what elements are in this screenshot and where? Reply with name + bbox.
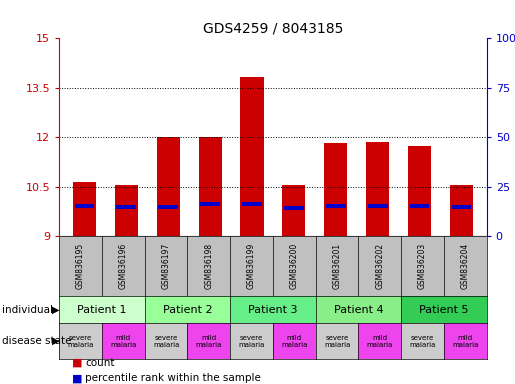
Bar bbox=[326, 204, 346, 208]
Bar bbox=[408, 146, 431, 236]
Text: GSM836198: GSM836198 bbox=[204, 243, 213, 289]
Text: Patient 4: Patient 4 bbox=[334, 305, 383, 314]
Text: GSM836196: GSM836196 bbox=[119, 243, 128, 289]
Bar bbox=[368, 204, 387, 208]
Bar bbox=[115, 185, 138, 236]
Bar bbox=[450, 185, 473, 236]
Text: mild
malaria: mild malaria bbox=[452, 335, 478, 348]
Bar bbox=[282, 185, 305, 236]
Text: GSM836202: GSM836202 bbox=[375, 243, 384, 289]
Text: mild
malaria: mild malaria bbox=[196, 335, 222, 348]
Bar bbox=[284, 206, 304, 210]
Text: severe
malaria: severe malaria bbox=[67, 335, 94, 348]
Title: GDS4259 / 8043185: GDS4259 / 8043185 bbox=[203, 22, 343, 36]
Bar bbox=[366, 142, 389, 236]
Text: Patient 5: Patient 5 bbox=[419, 305, 469, 314]
Text: GSM836199: GSM836199 bbox=[247, 243, 256, 289]
Bar bbox=[159, 205, 178, 209]
Bar bbox=[452, 205, 471, 209]
Text: GSM836200: GSM836200 bbox=[290, 243, 299, 289]
Text: GSM836204: GSM836204 bbox=[461, 243, 470, 289]
Text: individual: individual bbox=[2, 305, 53, 314]
Bar bbox=[75, 204, 94, 208]
Text: GSM836195: GSM836195 bbox=[76, 243, 85, 289]
Text: GSM836201: GSM836201 bbox=[333, 243, 341, 289]
Bar bbox=[241, 77, 264, 236]
Text: Patient 2: Patient 2 bbox=[163, 305, 212, 314]
Bar bbox=[242, 202, 262, 207]
Text: GSM836203: GSM836203 bbox=[418, 243, 427, 289]
Text: mild
malaria: mild malaria bbox=[110, 335, 136, 348]
Bar bbox=[410, 204, 430, 208]
Bar bbox=[200, 202, 220, 207]
Bar bbox=[116, 205, 136, 209]
Text: severe
malaria: severe malaria bbox=[238, 335, 265, 348]
Bar bbox=[324, 143, 347, 236]
Text: mild
malaria: mild malaria bbox=[281, 335, 307, 348]
Text: ■: ■ bbox=[72, 373, 82, 383]
Bar bbox=[157, 137, 180, 236]
Bar bbox=[199, 137, 221, 236]
Text: ■: ■ bbox=[72, 358, 82, 368]
Text: Patient 1: Patient 1 bbox=[77, 305, 127, 314]
Text: severe
malaria: severe malaria bbox=[153, 335, 179, 348]
Text: severe
malaria: severe malaria bbox=[409, 335, 436, 348]
Text: mild
malaria: mild malaria bbox=[367, 335, 393, 348]
Bar bbox=[73, 182, 96, 236]
Text: GSM836197: GSM836197 bbox=[162, 243, 170, 289]
Text: Patient 3: Patient 3 bbox=[248, 305, 298, 314]
Text: percentile rank within the sample: percentile rank within the sample bbox=[85, 373, 261, 383]
Text: disease state: disease state bbox=[2, 336, 71, 346]
Text: ▶: ▶ bbox=[52, 336, 59, 346]
Text: ▶: ▶ bbox=[52, 305, 59, 314]
Text: severe
malaria: severe malaria bbox=[324, 335, 350, 348]
Text: count: count bbox=[85, 358, 114, 368]
